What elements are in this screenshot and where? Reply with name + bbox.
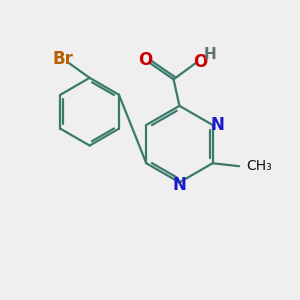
Text: N: N xyxy=(172,176,186,194)
Text: Br: Br xyxy=(52,50,73,68)
Text: O: O xyxy=(193,53,207,71)
Text: CH₃: CH₃ xyxy=(247,159,272,173)
Text: O: O xyxy=(139,51,153,69)
Text: H: H xyxy=(203,47,216,62)
Text: N: N xyxy=(210,116,224,134)
